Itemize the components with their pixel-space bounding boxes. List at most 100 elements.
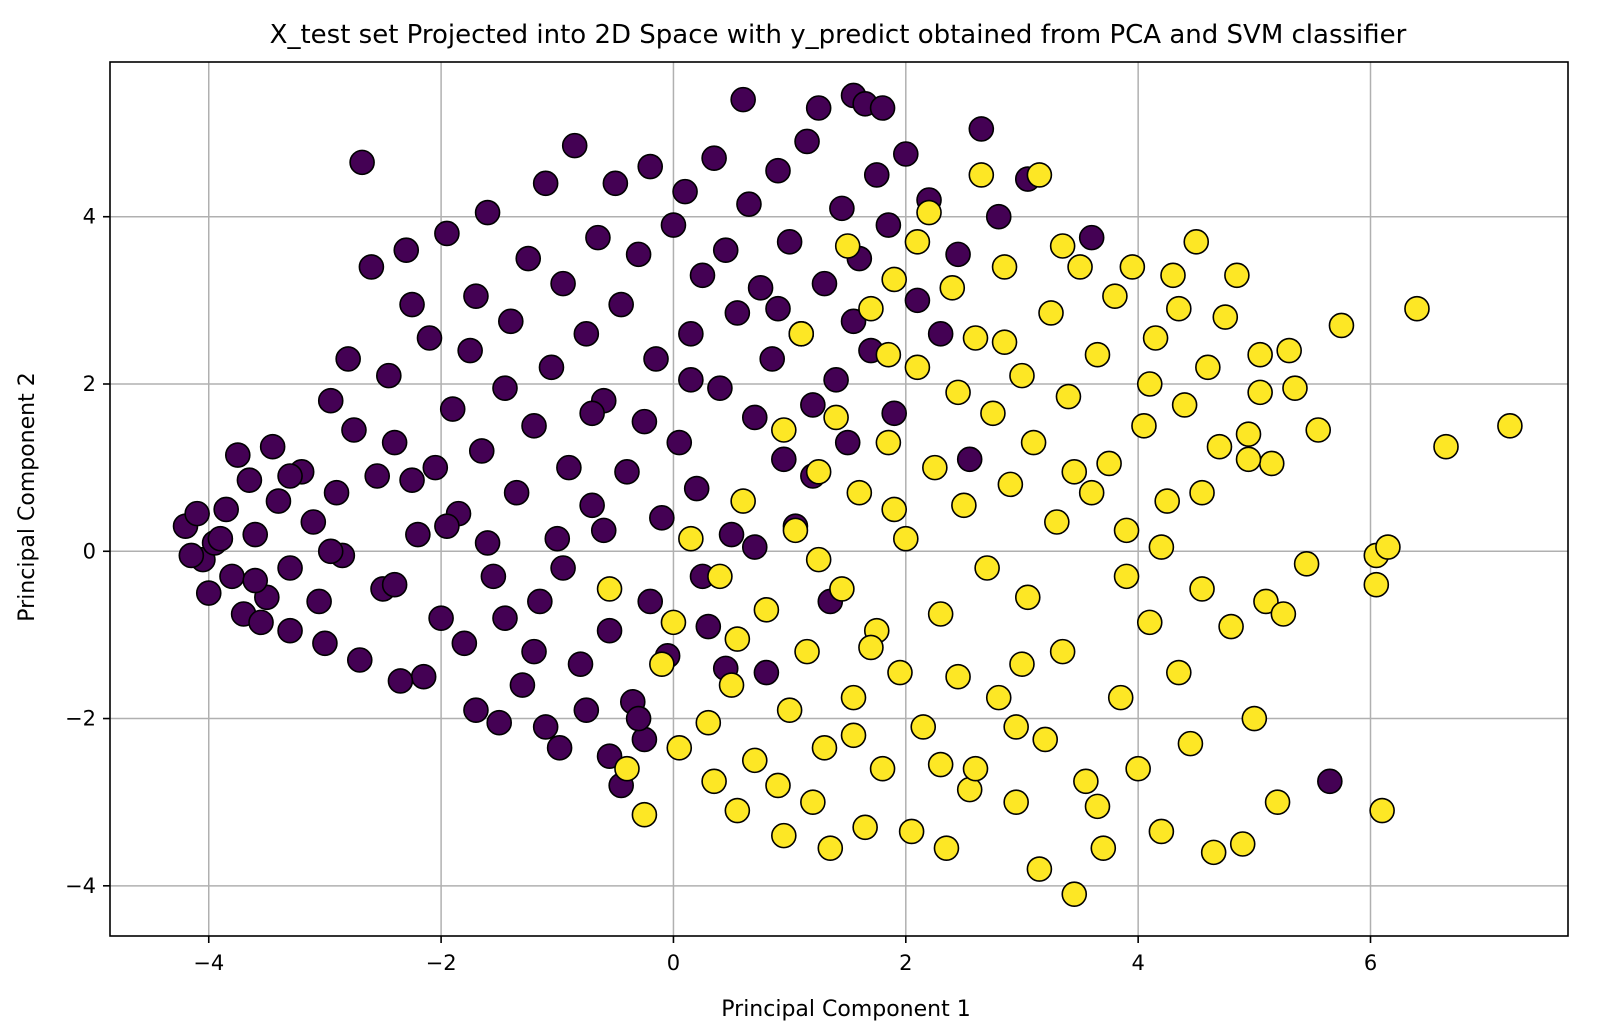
scatter-point-class-1 (1026, 856, 1053, 882)
scatter-point-class-1 (1433, 433, 1459, 460)
scatter-point-class-1 (1026, 162, 1053, 188)
scatter-point-class-1 (1235, 421, 1262, 447)
scatter-point-class-0 (800, 392, 826, 418)
scatter-point-class-1 (1404, 295, 1430, 322)
scatter-point-class-0 (416, 325, 443, 351)
scatter-point-class-1 (1049, 638, 1076, 665)
scatter-point-class-1 (1136, 609, 1163, 636)
scatter-point-class-0 (532, 714, 559, 740)
scatter-point-class-0 (625, 241, 652, 268)
scatter-point-class-1 (840, 722, 867, 749)
scatter-point-class-1 (1038, 300, 1064, 326)
scatter-point-class-0 (434, 513, 460, 539)
y-tick-label: 4 (83, 205, 96, 229)
scatter-point-class-1 (985, 684, 1012, 711)
scatter-point-class-0 (242, 521, 269, 548)
scatter-point-class-0 (625, 705, 652, 732)
scatter-point-class-1 (788, 321, 815, 347)
scatter-point-class-0 (521, 413, 547, 439)
scatter-point-class-1 (840, 684, 867, 711)
scatter-point-class-1 (805, 459, 832, 485)
scatter-point-class-0 (660, 212, 687, 238)
scatter-point-class-1 (765, 772, 791, 799)
scatter-point-class-0 (358, 254, 385, 280)
scatter-point-class-0 (515, 245, 542, 272)
scatter-point-class-0 (904, 287, 931, 314)
scatter-point-class-1 (1363, 571, 1390, 598)
y-tick-label: −4 (65, 874, 96, 898)
scatter-point-class-0 (765, 295, 791, 322)
scatter-point-class-0 (579, 400, 605, 427)
scatter-point-class-0 (765, 157, 791, 184)
scatter-point-class-1 (1020, 429, 1047, 456)
scatter-point-class-0 (277, 463, 303, 489)
scatter-point-class-0 (805, 95, 832, 121)
scatter-point-class-0 (546, 735, 573, 761)
scatter-point-class-1 (1084, 793, 1111, 820)
scatter-point-class-0 (579, 492, 605, 519)
x-tick-label: 4 (1131, 951, 1144, 975)
scatter-point-class-0 (550, 555, 576, 581)
scatter-point-class-1 (1136, 371, 1163, 397)
scatter-point-class-0 (567, 651, 594, 677)
scatter-point-class-1 (805, 546, 832, 573)
scatter-point-class-0 (219, 563, 245, 590)
scatter-point-class-0 (672, 178, 698, 205)
scatter-point-class-0 (840, 308, 867, 335)
scatter-point-class-0 (608, 291, 634, 318)
scatter-point-class-1 (858, 295, 884, 322)
scatter-point-class-1 (887, 659, 913, 686)
scatter-point-class-0 (730, 86, 756, 113)
scatter-point-class-0 (968, 116, 995, 142)
scatter-point-class-0 (335, 346, 361, 372)
scatter-point-class-1 (753, 597, 780, 623)
scatter-point-class-0 (573, 697, 600, 723)
scatter-point-class-0 (405, 521, 431, 548)
scatter-point-class-1 (614, 755, 640, 782)
scatter-point-class-1 (1195, 354, 1221, 381)
scatter-point-class-0 (875, 212, 902, 238)
scatter-point-class-1 (968, 162, 995, 188)
scatter-point-class-0 (741, 404, 768, 431)
scatter-point-class-1 (1113, 517, 1140, 544)
scatter-point-class-1 (904, 354, 931, 381)
scatter-point-class-1 (893, 525, 919, 552)
scatter-point-class-1 (1200, 839, 1227, 866)
scatter-point-class-1 (1206, 433, 1233, 460)
scatter-point-class-0 (474, 199, 501, 226)
scatter-point-class-1 (1369, 797, 1395, 824)
scatter-point-class-0 (956, 446, 983, 473)
scatter-point-class-0 (590, 517, 617, 544)
scatter-point-class-1 (1078, 479, 1105, 506)
scatter-point-class-0 (242, 567, 269, 594)
scatter-point-class-0 (771, 446, 797, 473)
scatter-point-class-0 (277, 555, 303, 581)
scatter-point-class-0 (259, 433, 286, 460)
scatter-point-class-1 (869, 755, 896, 782)
scatter-point-class-1 (800, 789, 826, 815)
y-tick-label: −2 (65, 707, 96, 731)
scatter-point-class-1 (875, 341, 902, 368)
scatter-point-class-1 (898, 818, 925, 845)
scatter-point-class-1 (1229, 831, 1256, 857)
scatter-point-class-1 (1247, 379, 1273, 406)
scatter-point-class-1 (1166, 295, 1192, 322)
scatter-point-class-1 (1090, 835, 1117, 861)
scatter-point-class-0 (602, 170, 629, 197)
scatter-point-class-0 (399, 291, 425, 318)
scatter-point-class-1 (1142, 325, 1169, 351)
scatter-point-class-1 (974, 555, 1000, 581)
x-tick-label: 2 (899, 951, 912, 975)
scatter-point-class-0 (695, 613, 722, 640)
scatter-point-class-1 (939, 275, 966, 301)
scatter-point-class-0 (585, 224, 611, 251)
scatter-point-class-0 (503, 479, 530, 506)
scatter-point-class-0 (712, 237, 739, 263)
scatter-point-class-0 (364, 463, 391, 489)
scatter-point-class-0 (486, 709, 512, 736)
scatter-point-class-1 (1166, 659, 1192, 686)
scatter-point-class-0 (306, 588, 332, 615)
scatter-point-class-1 (724, 797, 751, 824)
scatter-point-class-0 (823, 367, 849, 393)
scatter-point-class-1 (829, 576, 855, 602)
